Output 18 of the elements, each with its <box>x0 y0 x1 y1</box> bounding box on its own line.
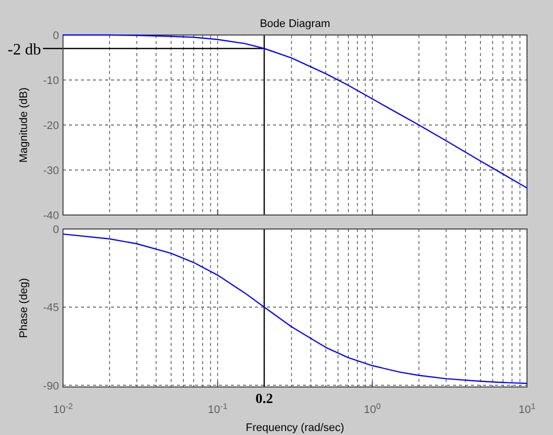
y-tick-label: 0 <box>52 30 59 42</box>
y-tick-label: -10 <box>43 75 59 87</box>
x-tick-label: 10$^{-1}$ <box>208 402 228 416</box>
y-tick-label: -45 <box>43 302 59 314</box>
ref-line-label: -2 db <box>8 42 41 58</box>
y-tick-label: -30 <box>43 165 59 177</box>
x-tick-label: 10$^{0}$ <box>364 402 382 416</box>
y-axis-title: Phase (deg) <box>18 278 30 338</box>
y-axis-title: Magnitude (dB) <box>18 87 30 163</box>
ref-line-label: 0.2 <box>255 392 273 407</box>
y-tick-label: -20 <box>43 120 59 132</box>
y-tick-label: -40 <box>43 210 59 222</box>
x-tick-label: 10$^{1}$ <box>518 402 536 416</box>
chart-title: Bode Diagram <box>260 18 330 30</box>
y-tick-label: -90 <box>43 380 59 392</box>
x-axis-title: Frequency (rad/sec) <box>246 422 344 434</box>
x-tick-label: 10$^{-2}$ <box>53 402 74 416</box>
y-tick-label: 0 <box>52 224 59 236</box>
